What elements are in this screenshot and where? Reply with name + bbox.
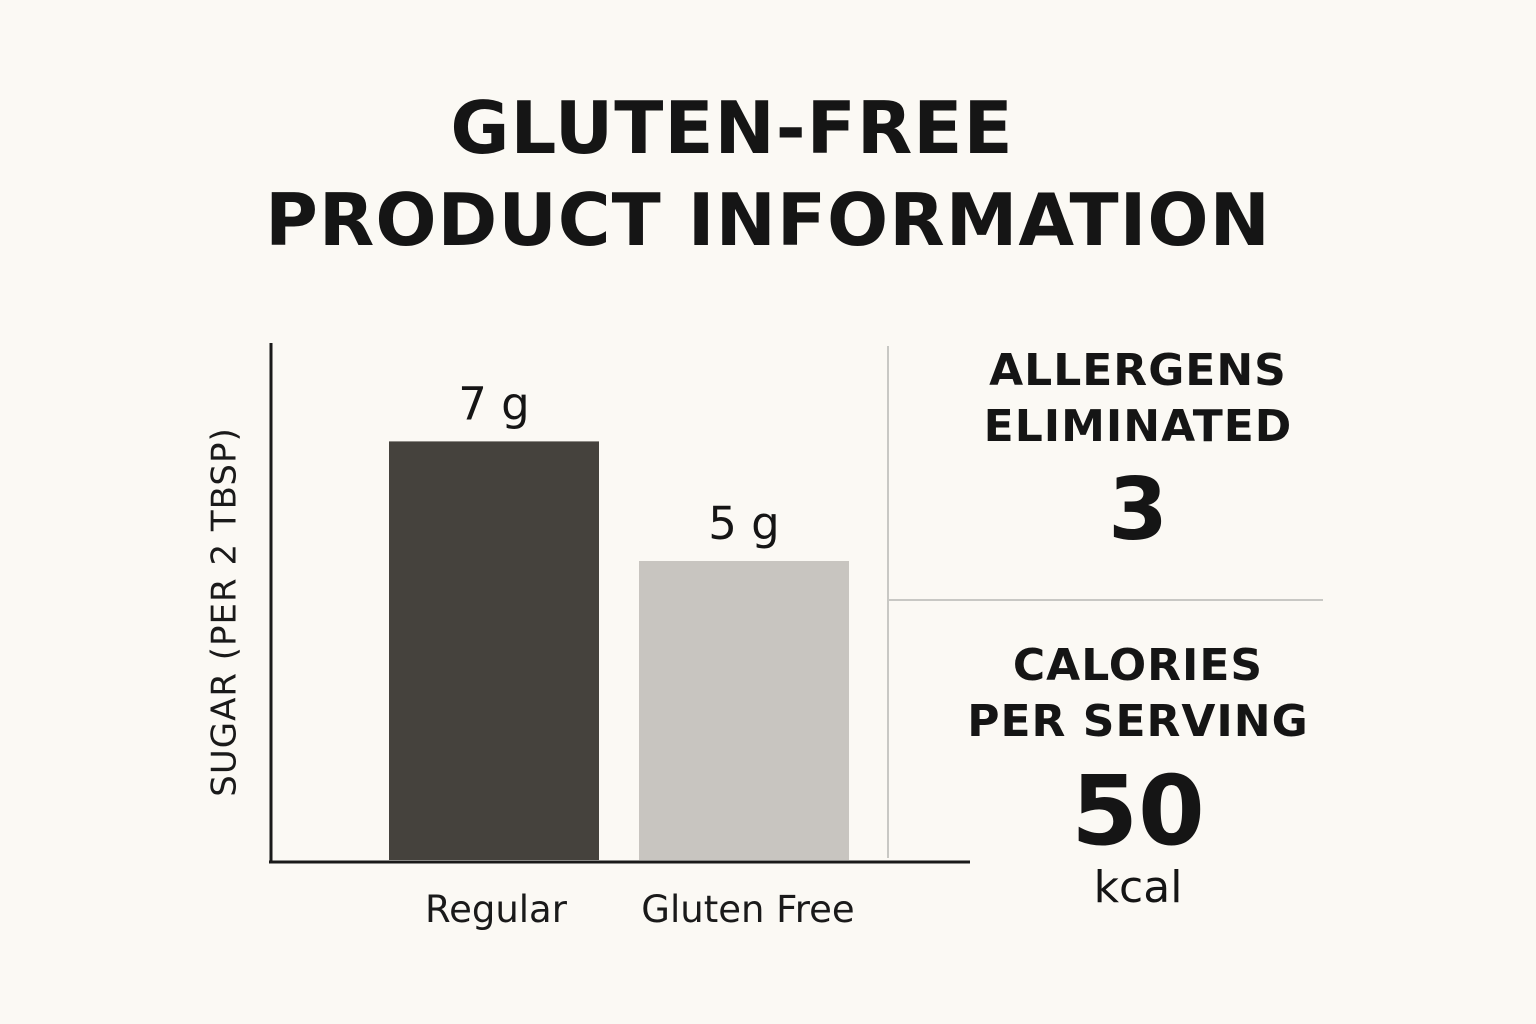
tick-label-gluten-free: Gluten Free	[641, 888, 854, 931]
value-label-gluten-free: 5 g	[708, 497, 780, 550]
tick-label-regular: Regular	[425, 888, 568, 931]
horizontal-divider	[889, 599, 1323, 601]
vertical-divider	[887, 346, 889, 858]
tick-labels-group: Regular Gluten Free	[425, 888, 855, 931]
y-axis-label: SUGAR (PER 2 TBSP)	[205, 427, 245, 796]
bar-regular	[389, 441, 599, 860]
value-label-regular: 7 g	[458, 377, 530, 430]
title-line-1: GLUTEN-FREE	[450, 86, 1014, 170]
title-line-2: PRODUCT INFORMATION	[265, 178, 1271, 262]
bar-gluten-free	[639, 561, 849, 860]
value-labels-group: 7 g 5 g	[458, 377, 780, 550]
allergens-stat: ALLERGENS ELIMINATED 3	[900, 343, 1376, 565]
calories-unit: kcal	[1093, 862, 1183, 913]
page-title: GLUTEN-FREE PRODUCT INFORMATION	[0, 82, 1536, 266]
allergens-label: ALLERGENS ELIMINATED	[983, 345, 1293, 452]
allergens-value: 3	[1108, 460, 1168, 560]
bars-group	[389, 441, 849, 860]
calories-stat: CALORIES PER SERVING 50 kcal	[900, 638, 1376, 912]
calories-label: CALORIES PER SERVING	[967, 640, 1309, 747]
calories-value: 50	[1071, 755, 1205, 867]
